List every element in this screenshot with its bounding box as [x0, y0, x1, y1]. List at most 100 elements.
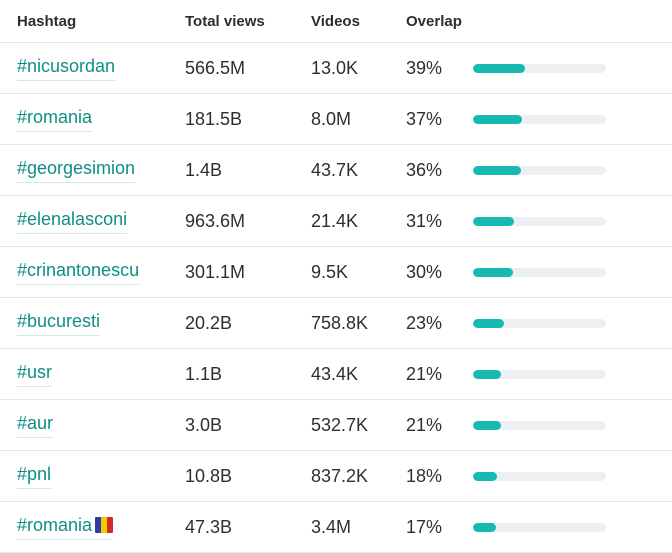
hashtag-link[interactable]: #georgesimion: [17, 157, 136, 183]
table-row: #bucuresti 20.2B 758.8K 23%: [0, 298, 672, 349]
hashtag-cell: #nicusordan: [0, 56, 185, 81]
overlap-bar-track: [473, 267, 606, 277]
flag-stripe-blue: [95, 517, 102, 533]
overlap-bar-cell: [473, 267, 672, 277]
hashtag-text: #crinantonescu: [17, 259, 140, 280]
overlap-bar-fill: [473, 420, 501, 430]
table-row: #crinantonescu 301.1M 9.5K 30%: [0, 247, 672, 298]
overlap-bar-track: [473, 318, 606, 328]
hashtag-link[interactable]: #elenalasconi: [17, 208, 128, 234]
hashtag-text: #usr: [17, 361, 53, 382]
total-views-cell: 3.0B: [185, 414, 223, 435]
overlap-cell: 39%: [406, 57, 443, 78]
hashtag-link[interactable]: #crinantonescu: [17, 259, 140, 285]
overlap-cell: 17%: [406, 516, 443, 537]
hashtag-cell: #bucuresti: [0, 311, 185, 336]
videos-cell: 532.7K: [311, 414, 369, 435]
videos-cell: 43.4K: [311, 363, 359, 384]
overlap-bar-cell: [473, 63, 672, 73]
overlap-bar-track: [473, 420, 606, 430]
overlap-bar-fill: [473, 267, 513, 277]
hashtag-text: #bucuresti: [17, 310, 101, 331]
overlap-bar-cell: [473, 471, 672, 481]
hashtag-text: #nicusordan: [17, 55, 116, 76]
total-views-cell: 301.1M: [185, 261, 246, 282]
flag-stripe-red: [107, 517, 114, 533]
total-views-cell: 1.4B: [185, 159, 223, 180]
hashtag-link[interactable]: #bucuresti: [17, 310, 101, 336]
hashtag-text: #pnl: [17, 463, 52, 484]
hashtag-link[interactable]: #pnl: [17, 463, 52, 489]
hashtag-cell: #usr: [0, 362, 185, 387]
hashtag-link[interactable]: #romania: [17, 106, 93, 132]
overlap-cell: 23%: [406, 312, 443, 333]
overlap-bar-cell: [473, 114, 672, 124]
hashtag-cell: #pnl: [0, 464, 185, 489]
total-views-cell: 963.6M: [185, 210, 246, 231]
overlap-bar-fill: [473, 522, 496, 532]
overlap-cell: 31%: [406, 210, 443, 231]
table-row: #usr 1.1B 43.4K 21%: [0, 349, 672, 400]
overlap-bar-fill: [473, 471, 497, 481]
hashtag-cell: #aur: [0, 413, 185, 438]
overlap-cell: 37%: [406, 108, 443, 129]
hashtag-cell: #romania: [0, 515, 185, 540]
overlap-cell: 18%: [406, 465, 443, 486]
hashtag-text: #romania: [17, 106, 93, 127]
videos-cell: 8.0M: [311, 108, 352, 129]
hashtag-cell: #georgesimion: [0, 158, 185, 183]
overlap-bar-cell: [473, 318, 672, 328]
column-header-overlap: Overlap: [406, 12, 462, 30]
table-row: #georgesimion 1.4B 43.7K 36%: [0, 145, 672, 196]
total-views-cell: 20.2B: [185, 312, 233, 333]
hashtag-text: #romania: [17, 514, 93, 535]
hashtag-link[interactable]: #nicusordan: [17, 55, 116, 81]
videos-cell: 837.2K: [311, 465, 369, 486]
hashtag-cell: #romania: [0, 107, 185, 132]
total-views-cell: 10.8B: [185, 465, 233, 486]
table-row: #aur 3.0B 532.7K 21%: [0, 400, 672, 451]
table-row: #romania 47.3B 3.4M 17%: [0, 502, 672, 553]
table-row: #nicusordan 566.5M 13.0K 39%: [0, 43, 672, 94]
overlap-bar-cell: [473, 165, 672, 175]
table-row: #pnl 10.8B 837.2K 18%: [0, 451, 672, 502]
hashtag-text: #georgesimion: [17, 157, 136, 178]
hashtag-link[interactable]: #usr: [17, 361, 53, 387]
overlap-bar-track: [473, 522, 606, 532]
hashtag-link[interactable]: #romania: [17, 514, 114, 540]
overlap-bar-fill: [473, 216, 515, 226]
hashtag-text: #aur: [17, 412, 54, 433]
overlap-bar-fill: [473, 318, 504, 328]
romania-flag-icon: [95, 517, 114, 533]
total-views-cell: 181.5B: [185, 108, 243, 129]
overlap-bar-track: [473, 63, 606, 73]
table-header: Hashtag Total views Videos Overlap: [0, 0, 672, 43]
videos-cell: 21.4K: [311, 210, 359, 231]
overlap-bar-track: [473, 114, 606, 124]
overlap-cell: 21%: [406, 363, 443, 384]
table-row: #elenalasconi 963.6M 21.4K 31%: [0, 196, 672, 247]
flag-stripe-yellow: [101, 517, 108, 533]
column-header-hashtag: Hashtag: [17, 12, 77, 30]
overlap-bar-fill: [473, 63, 525, 73]
total-views-cell: 1.1B: [185, 363, 223, 384]
column-header-videos: Videos: [311, 12, 360, 30]
total-views-cell: 47.3B: [185, 516, 233, 537]
overlap-bar-fill: [473, 114, 523, 124]
hashtag-link[interactable]: #aur: [17, 412, 54, 438]
table-row: #romania 181.5B 8.0M 37%: [0, 94, 672, 145]
videos-cell: 9.5K: [311, 261, 349, 282]
overlap-cell: 30%: [406, 261, 443, 282]
overlap-cell: 21%: [406, 414, 443, 435]
videos-cell: 758.8K: [311, 312, 369, 333]
overlap-bar-cell: [473, 522, 672, 532]
hashtag-cell: #elenalasconi: [0, 209, 185, 234]
overlap-bar-track: [473, 216, 606, 226]
overlap-bar-cell: [473, 420, 672, 430]
overlap-bar-track: [473, 369, 606, 379]
overlap-bar-fill: [473, 369, 501, 379]
hashtag-cell: #crinantonescu: [0, 260, 185, 285]
hashtag-text: #elenalasconi: [17, 208, 128, 229]
overlap-cell: 36%: [406, 159, 443, 180]
